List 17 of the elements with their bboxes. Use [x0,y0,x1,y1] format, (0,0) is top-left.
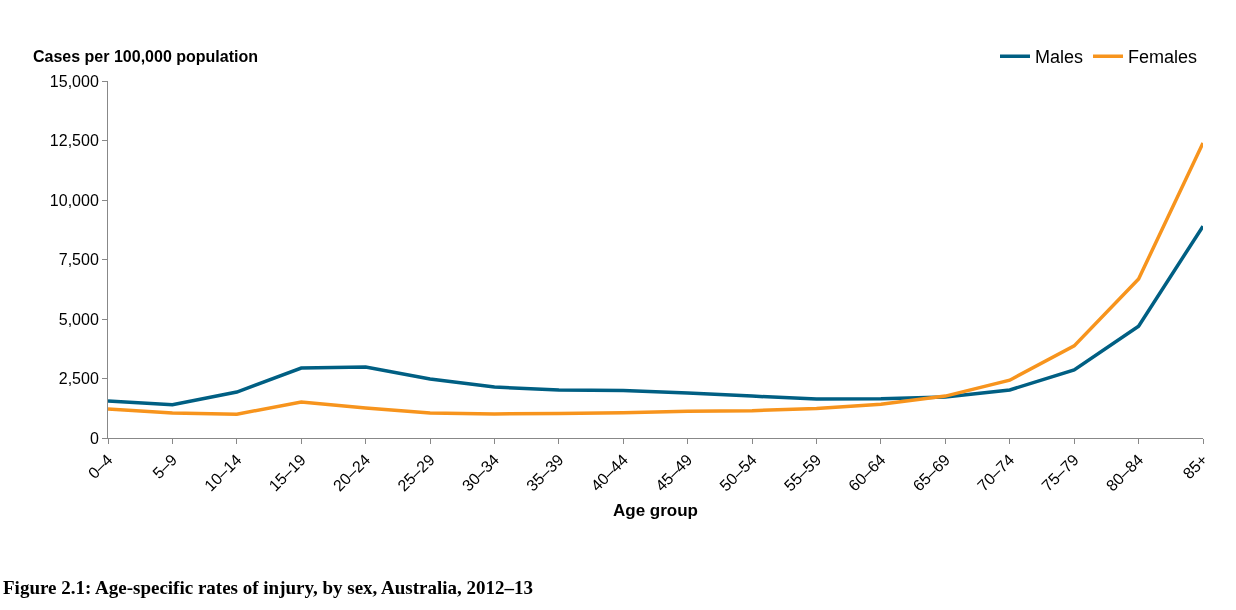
y-tick-label: 5,000 [58,310,99,328]
x-tick-label: 85+ [1179,450,1211,483]
y-tick-label: 7,500 [58,251,99,269]
y-tick-label: 2,500 [58,370,99,388]
line-series [108,224,1203,407]
legend-label: Males [1035,47,1084,68]
line-series [108,141,1203,416]
y-tick-label: 12,500 [49,132,99,150]
caption: Figure 2.1: Age-specific rates of injury, by sex, Australia, 2012–13 [3,577,534,598]
legend-label: Females [1128,47,1198,68]
x-axis-title: Age group [613,500,698,520]
y-tick-label: 15,000 [49,72,99,90]
x-tick-label: 5–9 [149,450,181,482]
x-tick-label: 0–4 [84,450,116,482]
y-tick-label: 10,000 [49,191,99,209]
y-tick-label: 0 [89,429,99,447]
y-axis-title: Cases per 100,000 population [33,48,258,65]
